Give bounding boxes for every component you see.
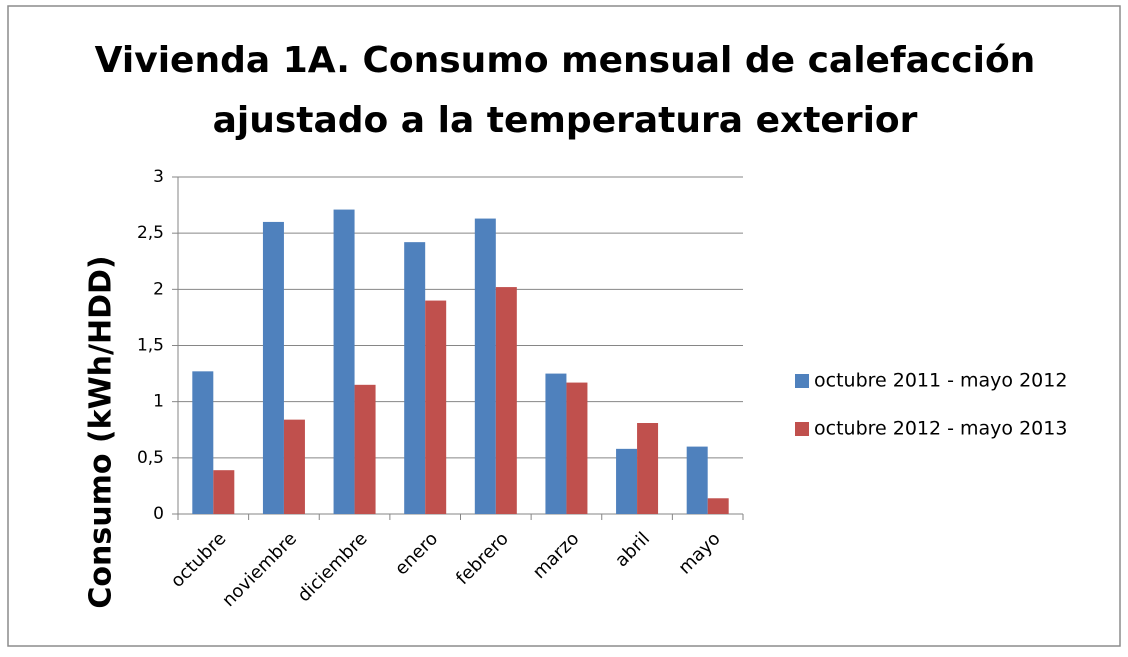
- bar: [404, 242, 426, 515]
- bar: [616, 448, 638, 514]
- y-tick-label: 0: [153, 504, 164, 524]
- y-tick-label: 1,5: [137, 336, 164, 356]
- bar: [545, 373, 567, 514]
- bar: [425, 300, 447, 514]
- legend-label: octubre 2011 - mayo 2012: [814, 370, 1067, 392]
- y-tick-label: 2,5: [137, 223, 164, 243]
- y-axis-label: Consumo (kWh/HDD): [84, 255, 119, 608]
- y-tick-label: 3: [153, 167, 164, 187]
- bar: [262, 221, 284, 514]
- y-tick-label: 2: [153, 279, 164, 299]
- bar: [474, 218, 496, 514]
- bar: [566, 382, 588, 514]
- chart-border: [7, 5, 1121, 647]
- chart-title: ajustado a la temperatura exterior: [213, 100, 918, 141]
- bar: [637, 423, 659, 514]
- legend-swatch: [795, 422, 809, 436]
- bar: [213, 470, 235, 514]
- y-tick-label: 1: [153, 392, 164, 412]
- bar: [333, 209, 355, 514]
- chart-title: Vivienda 1A. Consumo mensual de calefacc…: [95, 40, 1036, 81]
- bar: [707, 498, 729, 514]
- bar: [495, 287, 517, 514]
- legend-swatch: [795, 374, 809, 388]
- bar: [283, 419, 305, 514]
- legend-label: octubre 2012 - mayo 2013: [814, 418, 1067, 440]
- y-tick-label: 0,5: [137, 448, 164, 468]
- bar: [192, 371, 214, 514]
- bar: [686, 446, 708, 514]
- bar: [354, 384, 376, 514]
